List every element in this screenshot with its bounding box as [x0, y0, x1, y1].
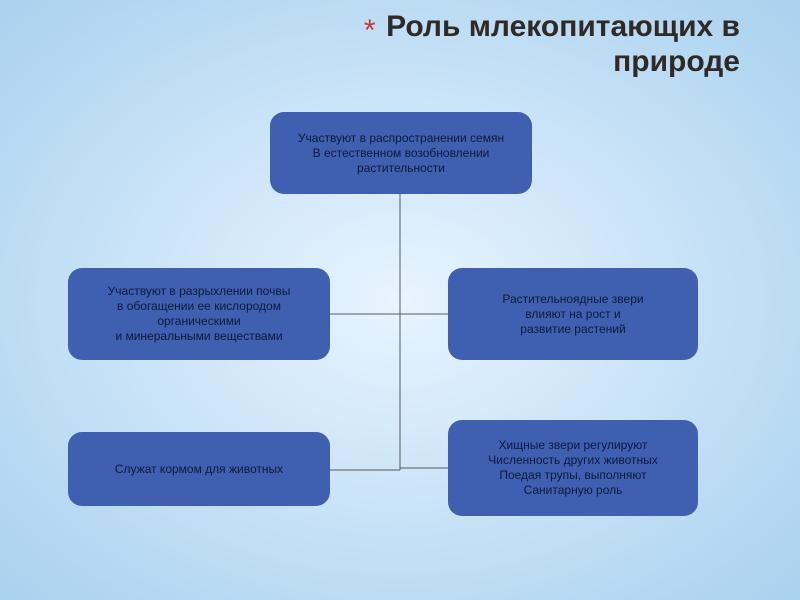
node-label: Хищные звери регулируютЧисленность други…: [488, 438, 657, 498]
diagram-node-right1: Растительноядные зверивлияют на рост ира…: [448, 268, 698, 360]
title-text: Роль млекопитающих вприроде: [386, 10, 740, 79]
slide-title: * Роль млекопитающих вприроде: [364, 10, 740, 79]
diagram-node-right2: Хищные звери регулируютЧисленность други…: [448, 420, 698, 516]
diagram-node-top: Участвуют в распространении семянВ естес…: [270, 112, 532, 194]
node-label: Растительноядные зверивлияют на рост ира…: [502, 292, 643, 337]
diagram-node-left2: Служат кормом для животных: [68, 432, 330, 506]
node-label: Участвуют в распространении семянВ естес…: [298, 131, 504, 176]
node-label: Служат кормом для животных: [115, 462, 283, 477]
content-layer: * Роль млекопитающих вприроде Участвуют …: [0, 0, 800, 600]
title-asterisk: *: [364, 14, 376, 48]
diagram-node-left1: Участвуют в разрыхлении почвыв обогащени…: [68, 268, 330, 360]
node-label: Участвуют в разрыхлении почвыв обогащени…: [108, 284, 291, 344]
